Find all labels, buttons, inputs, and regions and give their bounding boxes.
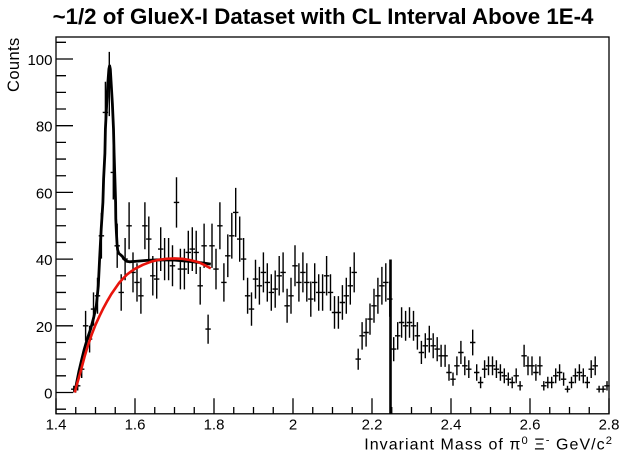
svg-text:60: 60 <box>36 185 53 202</box>
svg-text:Counts: Counts <box>5 37 23 92</box>
svg-text:80: 80 <box>36 119 53 136</box>
svg-text:2.4: 2.4 <box>441 417 462 434</box>
svg-text:2.8: 2.8 <box>599 417 620 434</box>
svg-text:~1/2 of GlueX-I Dataset with C: ~1/2 of GlueX-I Dataset with CL Interval… <box>53 4 594 29</box>
svg-text:Invariant Mass of π0 Ξ- GeV/c2: Invariant Mass of π0 Ξ- GeV/c2 <box>364 435 613 454</box>
svg-text:100: 100 <box>27 52 52 69</box>
svg-text:20: 20 <box>36 319 53 336</box>
svg-text:1.4: 1.4 <box>46 417 67 434</box>
svg-text:2: 2 <box>289 417 297 434</box>
svg-text:40: 40 <box>36 252 53 269</box>
svg-text:2.6: 2.6 <box>520 417 541 434</box>
svg-text:0: 0 <box>44 386 52 403</box>
svg-text:2.2: 2.2 <box>362 417 383 434</box>
svg-text:1.6: 1.6 <box>125 417 146 434</box>
svg-text:1.8: 1.8 <box>204 417 225 434</box>
